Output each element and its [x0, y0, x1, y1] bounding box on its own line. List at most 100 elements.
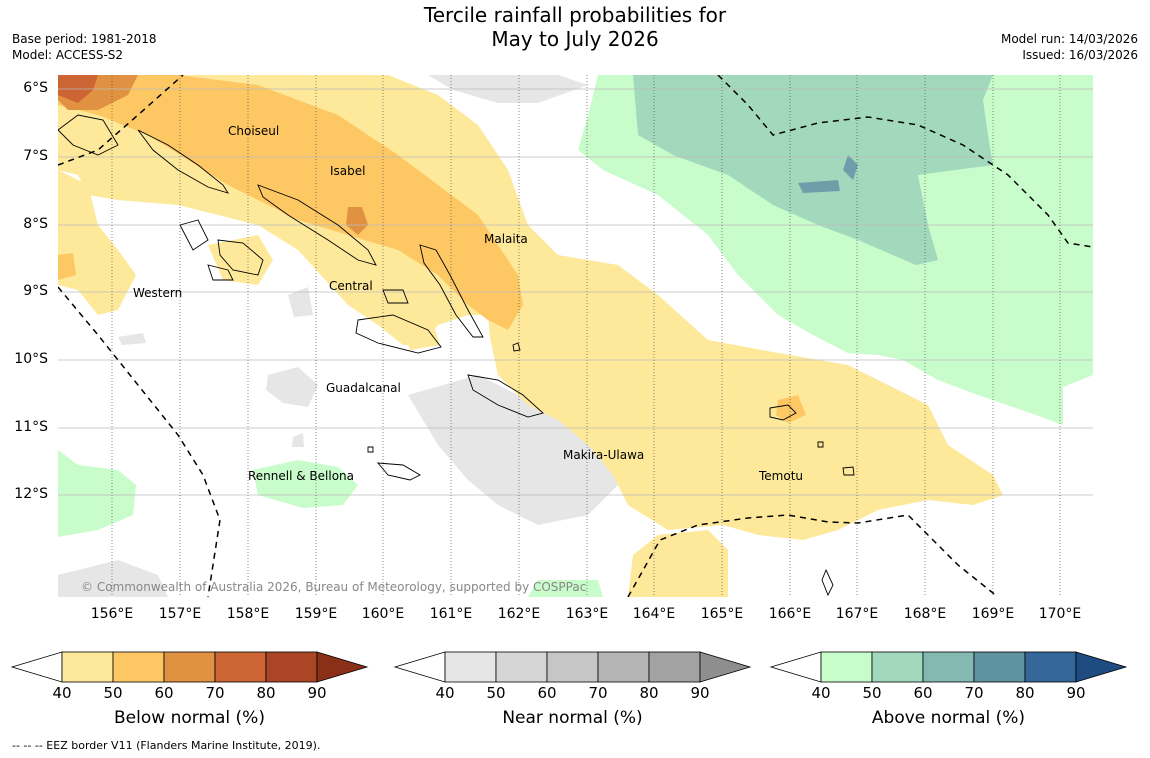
eez-north-west [58, 75, 184, 166]
lon-label: 166°E [768, 606, 812, 622]
bougainville-outline [58, 114, 119, 156]
colorbar-below-normal [10, 651, 369, 683]
lon-label: 169°E [971, 606, 1015, 622]
lon-label: 162°E [497, 606, 541, 622]
colorbar-tick: 90 [307, 684, 327, 702]
map-title-line2: May to July 2026 [491, 27, 659, 51]
below-40-south [628, 530, 728, 597]
place-choiseul: Choiseul [228, 124, 280, 138]
lon-label: 158°E [226, 606, 270, 622]
bellona-outline [367, 446, 374, 453]
colorbar-segment [820, 651, 873, 683]
colorbar-tick: 40 [811, 684, 831, 702]
colorbar-segment [597, 651, 650, 683]
colorbar-tick: 40 [52, 684, 72, 702]
meta-left: Base period: 1981-2018 Model: ACCESS-S2 [12, 31, 157, 63]
lat-label: 9°S [23, 283, 48, 299]
colorbar-tick: 60 [913, 684, 933, 702]
eez-south-east [627, 514, 999, 597]
issued-text: Issued: 16/03/2026 [1022, 48, 1138, 62]
place-rennell-bellona: Rennell & Bellona [248, 469, 355, 483]
lat-label: 7°S [23, 148, 48, 164]
colorbar-above-normal [769, 651, 1128, 683]
below-40-western-islands [208, 235, 273, 285]
colorbar-segment [316, 651, 369, 683]
colorbar-segment [546, 651, 599, 683]
rennell-outline [376, 462, 421, 481]
base-period-text: Base period: 1981-2018 [12, 32, 157, 46]
map-title-line1: Tercile rainfall probabilities for [423, 3, 727, 27]
colorbar-segment [495, 651, 548, 683]
colorbar-segment [973, 651, 1026, 683]
lat-label: 12°S [14, 486, 48, 502]
place-malaita: Malaita [484, 232, 528, 246]
below-60-isabel [346, 207, 368, 235]
below-normal-regions [58, 75, 1003, 597]
near-southwest [58, 560, 168, 597]
above-40-rennell [253, 460, 358, 508]
eez-west [58, 286, 221, 597]
colorbar-tick: 70 [205, 684, 225, 702]
lon-label: 165°E [700, 606, 744, 622]
place-isabel: Isabel [330, 164, 366, 178]
meridian-lines [111, 75, 1061, 597]
lat-label: 11°S [14, 419, 48, 435]
copyright-text: © Commonwealth of Australia 2026, Bureau… [81, 580, 587, 594]
colorbar-segment [163, 651, 216, 683]
below-40-central [403, 323, 440, 350]
colorbar-segment [265, 651, 318, 683]
colorbar-tick: 80 [639, 684, 659, 702]
lon-label: 164°E [632, 606, 676, 622]
colorbar-segment [1075, 651, 1128, 683]
colorbar-segment [444, 651, 497, 683]
eez-north-east [717, 75, 1093, 248]
vanikoro-outline [817, 441, 824, 448]
colorbar-tick: 80 [1015, 684, 1035, 702]
above-70-spot2 [798, 180, 840, 193]
colorbar-tick: 60 [154, 684, 174, 702]
colorbar-title-near: Near normal (%) [502, 708, 643, 728]
lat-label: 6°S [23, 80, 48, 96]
western-island-3 [207, 264, 234, 281]
below-50-west-spot [58, 253, 76, 280]
colorbar-tick: 90 [690, 684, 710, 702]
colorbar-segment [871, 651, 924, 683]
ulawa-outline [512, 342, 521, 352]
above-70-spot [843, 155, 858, 180]
colorbar-tick: 60 [537, 684, 557, 702]
near-guadalcanal-west [266, 367, 318, 407]
colorbar-title-below: Below normal (%) [114, 708, 265, 728]
eez-borders [58, 75, 1093, 597]
lon-label: 170°E [1038, 606, 1082, 622]
lon-label: 168°E [903, 606, 947, 622]
colorbar-segment [922, 651, 975, 683]
choiseul-outline [137, 129, 230, 194]
eez-legend-text: -- -- -- EEZ border V11 (Flanders Marine… [12, 739, 321, 752]
near-west-spot [118, 333, 146, 345]
nendo-outline [769, 404, 797, 421]
utupua-outline [842, 466, 855, 476]
near-central-spot [288, 287, 313, 317]
southeast-islet [821, 568, 834, 597]
colorbar-segment [214, 651, 267, 683]
lon-label: 156°E [90, 606, 134, 622]
place-western: Western [133, 286, 183, 300]
below-50-main [58, 75, 523, 330]
isabel-outline [257, 184, 377, 266]
colorbar-tick: 70 [588, 684, 608, 702]
lon-label: 157°E [158, 606, 202, 622]
lon-label: 163°E [565, 606, 609, 622]
place-guadalcanal: Guadalcanal [326, 381, 401, 395]
above-40-south [528, 580, 603, 597]
island-outlines [58, 114, 855, 597]
colorbar-tick: 50 [862, 684, 882, 702]
above-40-southwest [58, 450, 136, 537]
colorbar-tick: 50 [486, 684, 506, 702]
lon-label: 160°E [361, 606, 405, 622]
colorbar-tick: 40 [435, 684, 455, 702]
model-text: Model: ACCESS-S2 [12, 48, 124, 62]
malaita-outline [419, 244, 484, 338]
guadalcanal-outline [355, 314, 442, 354]
below-40-west [58, 170, 136, 315]
